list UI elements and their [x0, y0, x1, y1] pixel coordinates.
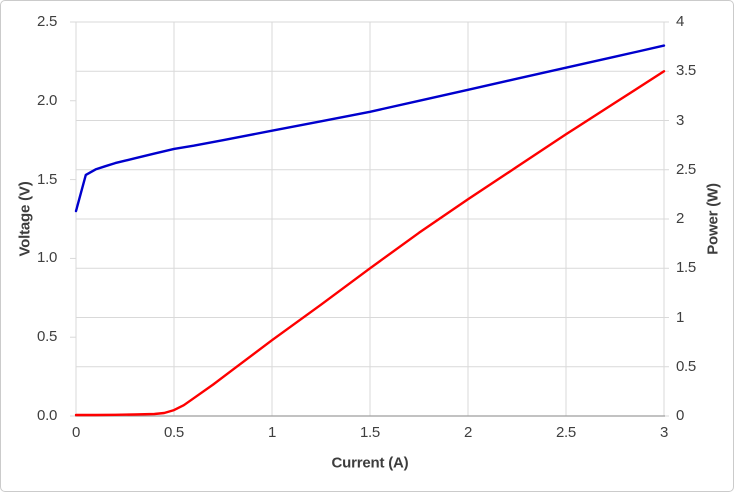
left-axis-tick-label: 2.5 [37, 13, 57, 30]
x-axis-tick-label: 1 [267, 424, 277, 441]
right-axis-tick-label: 2.5 [676, 160, 696, 178]
x-axis-title: Current (A) [331, 454, 409, 472]
left-axis-title: Voltage (V) [16, 181, 34, 257]
power-series-line [74, 70, 666, 417]
right-axis-tick-label: 3 [676, 111, 685, 129]
left-axis-tick-label: 0.0 [37, 407, 57, 424]
x-axis-tick-label: 0 [71, 424, 81, 441]
voltage-series-line [74, 44, 666, 213]
left-axis-tick-label: 1.0 [37, 249, 57, 267]
right-axis-tick-label: 2 [676, 210, 685, 227]
right-axis-tick-label: 0 [676, 407, 685, 424]
left-axis-tick-label: 1.5 [37, 170, 57, 188]
left-axis-tick-label: 2.0 [37, 91, 57, 109]
x-axis-tick-label: 2 [463, 424, 473, 441]
x-axis-tick-label: 1.5 [360, 424, 380, 441]
right-axis-title: Power (W) [704, 183, 722, 255]
right-axis-tick-label: 4 [676, 13, 685, 30]
right-axis-tick-label: 3.5 [676, 62, 696, 80]
x-axis-tick-label: 0.5 [164, 424, 184, 441]
x-axis-tick-label: 3 [659, 424, 669, 441]
right-axis-tick-label: 1 [676, 308, 685, 326]
left-axis-tick-label: 0.5 [37, 328, 57, 346]
x-axis-tick-label: 2.5 [556, 424, 576, 441]
right-axis-tick-label: 1.5 [676, 259, 696, 277]
right-axis-tick-label: 0.5 [676, 357, 696, 375]
